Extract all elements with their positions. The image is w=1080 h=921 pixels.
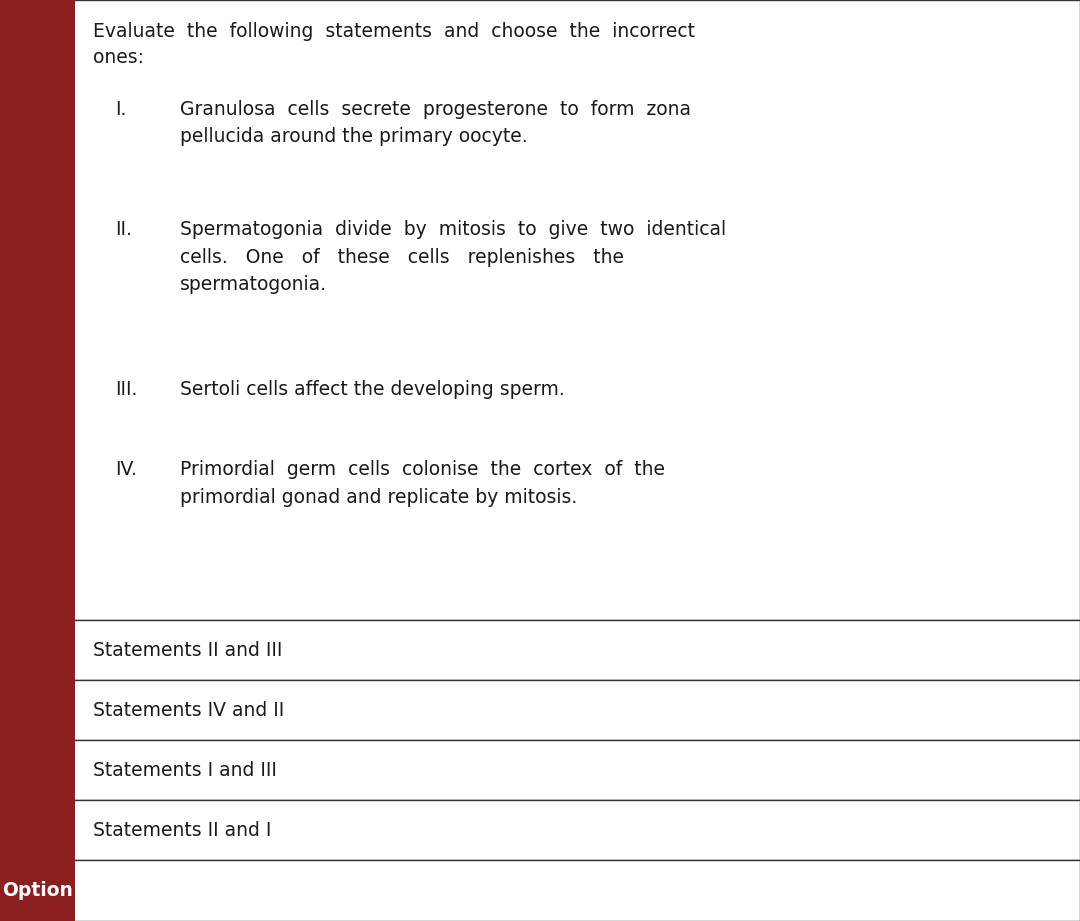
- Text: pellucida around the primary oocyte.: pellucida around the primary oocyte.: [180, 127, 528, 146]
- Bar: [0, 800, 1080, 860]
- Text: Statements II and III: Statements II and III: [93, 640, 282, 659]
- Bar: [0, 0, 75, 620]
- Bar: [0, 0, 1080, 620]
- Text: Statements I and III: Statements I and III: [93, 761, 276, 779]
- Bar: [0, 620, 75, 680]
- Bar: [0, 860, 1080, 921]
- Text: Option: Option: [2, 881, 73, 900]
- Text: Granulosa  cells  secrete  progesterone  to  form  zona: Granulosa cells secrete progesterone to …: [180, 100, 691, 119]
- Bar: [0, 620, 1080, 680]
- Text: Statements II and I: Statements II and I: [93, 821, 271, 840]
- Text: Statements IV and II: Statements IV and II: [93, 701, 284, 719]
- Bar: [0, 740, 75, 800]
- Text: IV.: IV.: [114, 460, 137, 479]
- Text: Evaluate  the  following  statements  and  choose  the  incorrect: Evaluate the following statements and ch…: [93, 22, 696, 41]
- Bar: [0, 680, 75, 740]
- Bar: [0, 860, 75, 921]
- Bar: [0, 800, 75, 860]
- Bar: [0, 680, 1080, 740]
- Text: Primordial  germ  cells  colonise  the  cortex  of  the: Primordial germ cells colonise the corte…: [180, 460, 665, 479]
- Text: Spermatogonia  divide  by  mitosis  to  give  two  identical: Spermatogonia divide by mitosis to give …: [180, 220, 726, 239]
- Text: Sertoli cells affect the developing sperm.: Sertoli cells affect the developing sper…: [180, 380, 565, 399]
- Bar: [0, 860, 75, 921]
- Bar: [0, 0, 75, 620]
- Bar: [0, 800, 75, 860]
- Text: spermatogonia.: spermatogonia.: [180, 275, 327, 294]
- Text: II.: II.: [114, 220, 132, 239]
- Text: cells.   One   of   these   cells   replenishes   the: cells. One of these cells replenishes th…: [180, 248, 624, 266]
- Bar: [0, 740, 1080, 800]
- Text: I.: I.: [114, 100, 126, 119]
- Text: ones:: ones:: [93, 48, 144, 67]
- Bar: [0, 740, 75, 800]
- Text: primordial gonad and replicate by mitosis.: primordial gonad and replicate by mitosi…: [180, 487, 577, 507]
- Bar: [0, 620, 75, 680]
- Text: III.: III.: [114, 380, 137, 399]
- Bar: [0, 680, 75, 740]
